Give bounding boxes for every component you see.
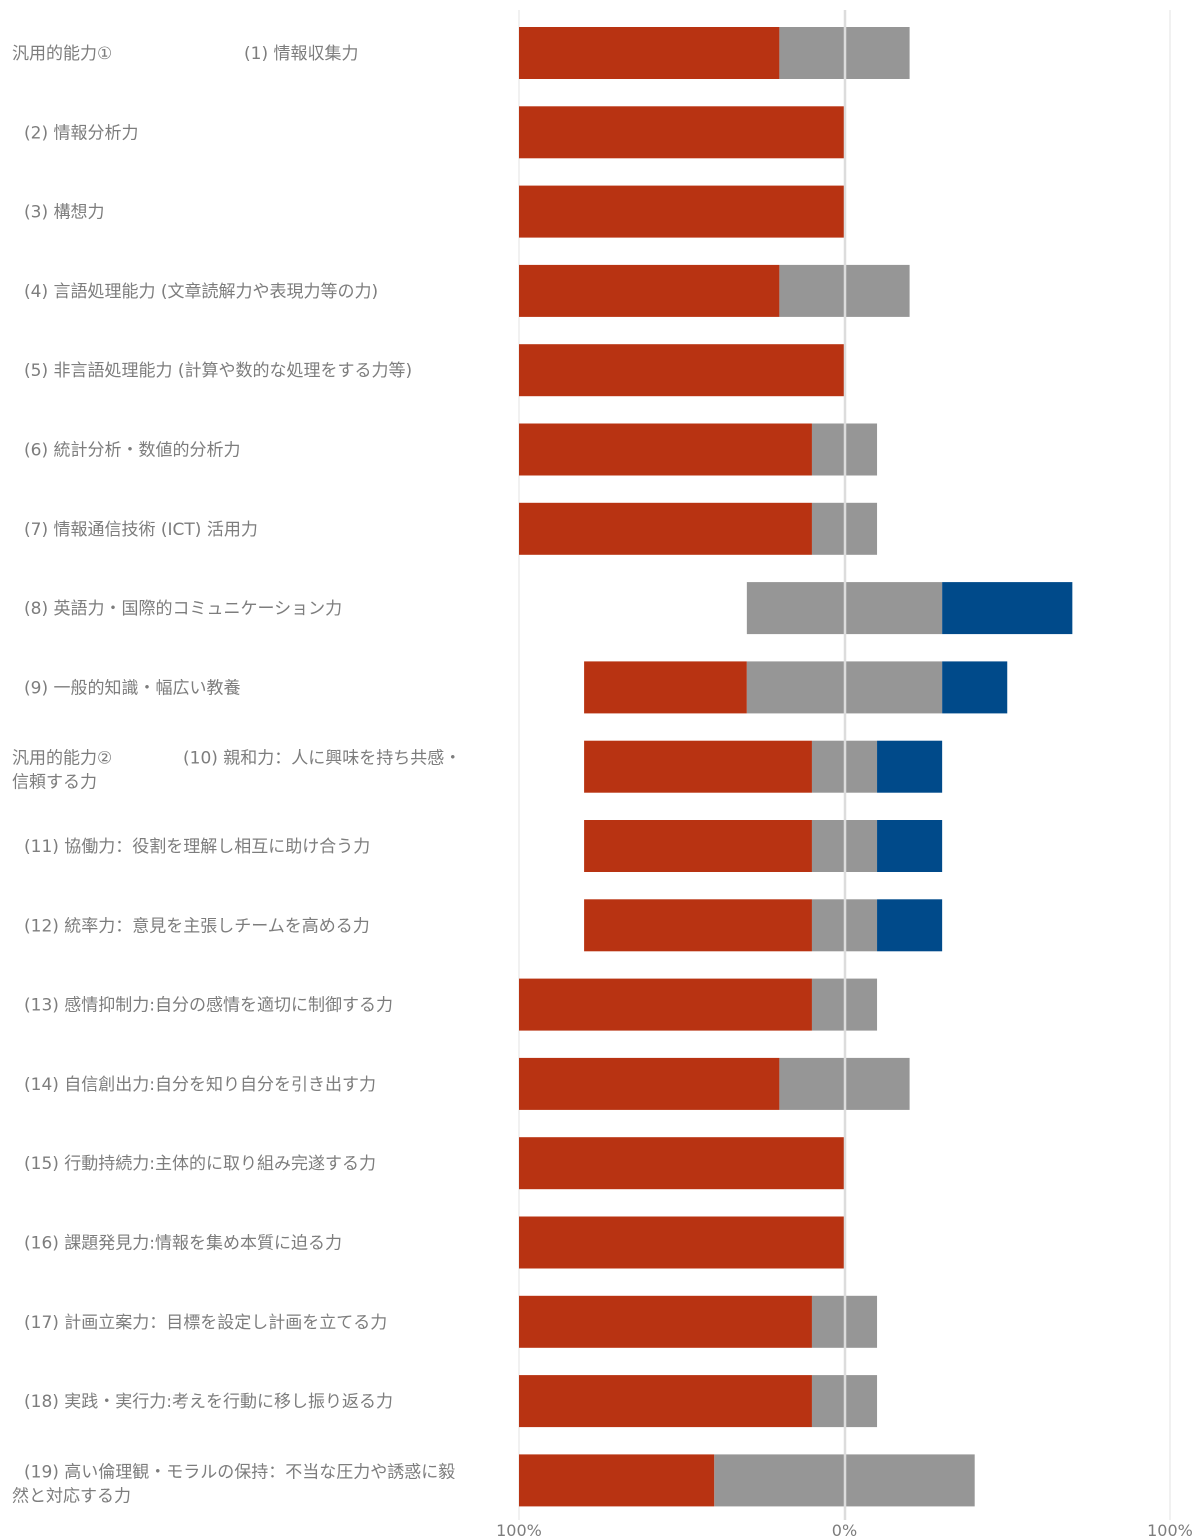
category-label-11: (11) 協働力：役割を理解し相互に助け合う力 (24, 837, 370, 857)
bar-negative-12 (584, 899, 812, 952)
bar-positive-10 (877, 740, 943, 793)
bar-positive-12 (877, 899, 943, 952)
bar-negative-15 (519, 1137, 845, 1190)
bar-negative-6 (519, 423, 812, 476)
category-label-18: (18) 実践・実行力:考えを行動に移し振り返る力 (24, 1392, 393, 1412)
x-tick-label-3: 100% (1147, 1521, 1193, 1539)
category-label-16: (16) 課題発見力:情報を集め本質に迫る力 (24, 1234, 342, 1254)
x-tick-label-1: 100% (496, 1521, 542, 1539)
category-label-10: (10) 親和力：人に興味を持ち共感・ (183, 749, 461, 769)
category-label-7: (7) 情報通信技術 (ICT) 活用力 (24, 520, 258, 540)
bar-negative-4 (519, 264, 780, 317)
category-label-6: (6) 統計分析・数値的分析力 (24, 441, 240, 461)
category-label-9: (9) 一般的知識・幅広い教養 (24, 678, 240, 698)
category-label-19-line-2: 然と対応する力 (12, 1486, 131, 1506)
bar-negative-11 (584, 820, 812, 872)
bar-negative-7 (519, 502, 812, 555)
bar-positive-9 (942, 661, 1008, 714)
bar-negative-16 (519, 1216, 845, 1269)
category-label-14: (14) 自信創出力:自分を知り自分を引き出す力 (24, 1075, 376, 1095)
category-label-13: (13) 感情抑制力:自分の感情を適切に制御する力 (24, 996, 393, 1016)
category-label-3: (3) 構想力 (24, 203, 104, 223)
category-label-8: (8) 英語力・国際的コミュニケーション力 (24, 599, 342, 619)
group-label-1: 汎用的能力① (12, 44, 112, 64)
x-tick-label-2: 0% (832, 1521, 857, 1539)
bar-positive-11 (877, 820, 943, 872)
category-label-10-line-2: 信頼する力 (12, 773, 97, 793)
category-label-5: (5) 非言語処理能力 (計算や数的な処理をする力等) (24, 361, 412, 381)
category-label-1: (1) 情報収集力 (244, 44, 358, 64)
bar-negative-13 (519, 978, 812, 1031)
bar-negative-10 (584, 740, 812, 793)
category-labels: 汎用的能力① (1) 情報収集力 (2) 情報分析力 (3) 構想力 (4) 言語処理能… (12, 44, 461, 1506)
bar-positive-8 (942, 582, 1073, 635)
bar-negative-17 (519, 1295, 812, 1348)
category-label-19: (19) 高い倫理観・モラルの保持：不当な圧力や誘惑に毅 (24, 1462, 455, 1482)
category-label-2: (2) 情報分析力 (24, 123, 138, 143)
category-label-12: (12) 統率力：意見を主張しチームを高める力 (24, 916, 370, 936)
bar-negative-5 (519, 344, 845, 397)
category-label-4: (4) 言語処理能力 (文章読解力や表現力等の力) (24, 282, 378, 302)
bar-negative-1 (519, 27, 780, 79)
bar-negative-18 (519, 1375, 812, 1428)
group-label-10: 汎用的能力② (12, 749, 112, 769)
bar-negative-14 (519, 1057, 780, 1110)
bar-negative-9 (584, 661, 747, 714)
bar-series (519, 27, 1073, 1507)
bar-negative-19 (519, 1454, 715, 1507)
category-label-15: (15) 行動持続力:主体的に取り組み完遂する力 (24, 1154, 376, 1174)
bar-negative-3 (519, 185, 845, 238)
x-axis-ticks: 100% 0% 100% (496, 1521, 1193, 1539)
bar-negative-2 (519, 106, 845, 159)
category-label-17: (17) 計画立案力：目標を設定し計画を立てる力 (24, 1313, 387, 1333)
